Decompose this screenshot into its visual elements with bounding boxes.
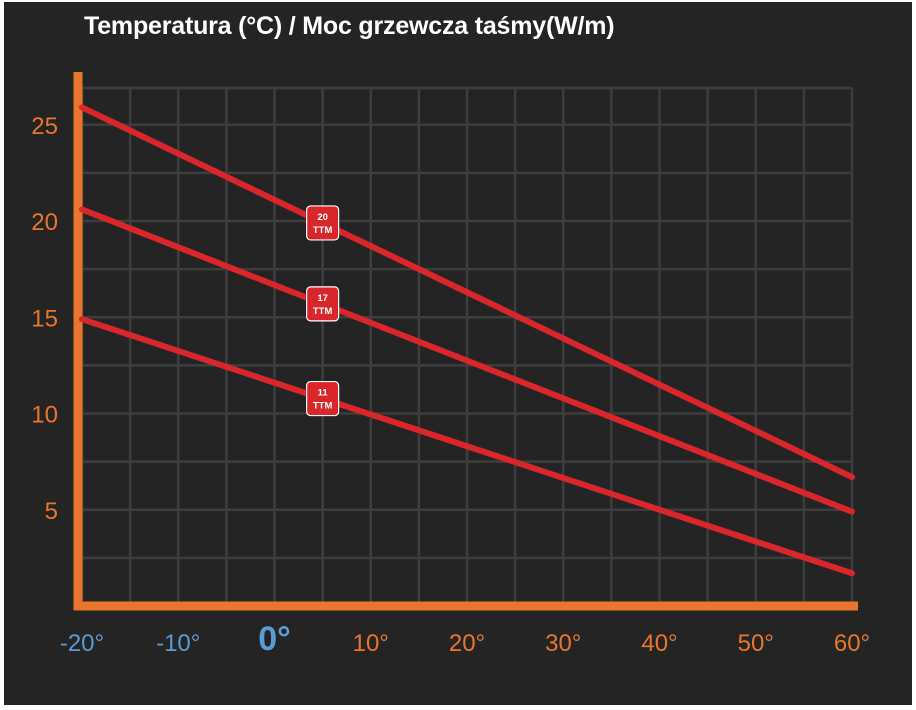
x-tick-label: 30° <box>545 630 581 657</box>
x-tick-label: 20° <box>449 630 485 657</box>
series-badge-box <box>306 380 340 417</box>
chart-frame <box>4 2 912 705</box>
y-tick-label: 25 <box>31 113 58 140</box>
series-badge-label: TTM <box>313 401 333 412</box>
y-tick-label: 5 <box>45 498 58 525</box>
y-tick-label: 10 <box>31 402 58 429</box>
x-tick-labels: -20° -10° 0° 10° 20° 30° 40° 50° 60° <box>60 620 870 658</box>
grid <box>80 86 854 608</box>
series-badge: 20 TTM <box>306 205 340 241</box>
x-tick-label: 0° <box>258 620 291 658</box>
x-tick-label: 60° <box>834 630 870 657</box>
series-line <box>79 316 855 577</box>
axes <box>73 72 858 611</box>
series-badge: 17 TTM <box>306 286 340 322</box>
x-tick-label: 40° <box>641 630 677 657</box>
y-tick-label: 20 <box>31 209 58 236</box>
series-badge-label: 11 <box>318 388 329 399</box>
series-line <box>79 104 855 481</box>
series-lines <box>79 104 855 577</box>
series-badge-box <box>306 205 340 241</box>
series-line <box>79 206 855 515</box>
x-tick-label: -10° <box>156 630 200 657</box>
series-badge: 11 TTM <box>306 380 340 417</box>
series-badge-label: TTM <box>313 306 333 317</box>
series-badges: 20 TTM 17 TTM 11 TTM <box>306 205 340 417</box>
y-tick-labels: 5 10 15 20 25 <box>31 113 58 525</box>
series-badge-box <box>306 286 340 322</box>
chart-title: Temperatura (°C) / Moc grzewcza taśmy(W/… <box>84 12 615 40</box>
x-tick-label: -20° <box>60 630 104 657</box>
series-badge-label: 17 <box>317 293 328 304</box>
x-tick-label: 10° <box>353 630 389 657</box>
series-badge-label: TTM <box>313 225 333 236</box>
series-badge-label: 20 <box>317 212 328 223</box>
x-tick-label: 50° <box>738 630 774 657</box>
y-tick-label: 15 <box>31 305 58 332</box>
